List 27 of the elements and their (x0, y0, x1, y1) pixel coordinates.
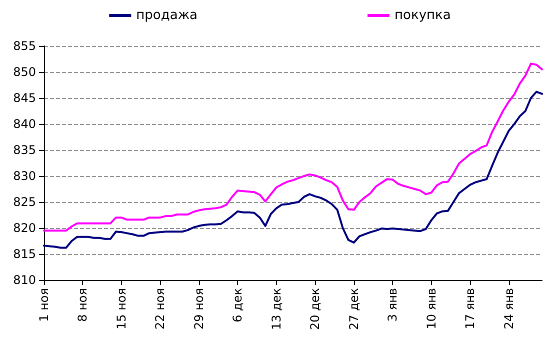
y-tick-label: 835 (13, 143, 36, 157)
x-tick-label: 8 ноя (76, 288, 90, 322)
y-tick-label: 850 (13, 65, 36, 79)
y-tick-label: 810 (13, 273, 36, 287)
y-tick-label: 815 (13, 247, 36, 261)
x-tick-label: 3 янв (386, 288, 400, 322)
y-tick-label: 845 (13, 91, 36, 105)
y-tick-label: 825 (13, 195, 36, 209)
x-tick-label: 29 ноя (192, 288, 206, 330)
y-tick-label: 840 (13, 117, 36, 131)
y-tick-label: 830 (13, 169, 36, 183)
x-tick-label: 24 янв (502, 288, 516, 330)
x-tick-label: 6 дек (230, 288, 245, 322)
line-series (43, 62, 543, 232)
line-series (43, 90, 543, 249)
x-tick-label: 17 янв (463, 288, 478, 330)
x-tick-label: 22 ноя (153, 288, 168, 330)
x-tick-label: 13 дек (269, 288, 284, 330)
x-tick-label: 27 дек (346, 288, 361, 330)
x-tick-label: 1 ноя (37, 288, 51, 322)
x-tick-label: 20 дек (308, 288, 322, 330)
y-tick-label: 820 (13, 221, 36, 235)
legend-label: продажа (136, 8, 198, 23)
x-tick-label: 15 ноя (114, 288, 128, 330)
legend-label: покупка (394, 8, 451, 23)
x-tick-label: 10 янв (424, 288, 438, 330)
y-tick-label: 855 (13, 39, 36, 53)
